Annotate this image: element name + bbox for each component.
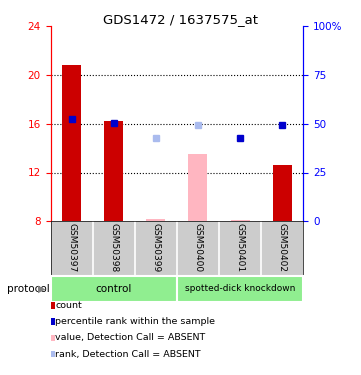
Bar bbox=[51, 276, 177, 302]
Text: ▶: ▶ bbox=[38, 284, 45, 294]
Text: percentile rank within the sample: percentile rank within the sample bbox=[56, 317, 216, 326]
Text: count: count bbox=[56, 301, 82, 310]
Text: GSM50398: GSM50398 bbox=[109, 223, 118, 272]
Bar bbox=[273, 165, 292, 221]
Bar bbox=[231, 220, 249, 221]
Bar bbox=[177, 276, 303, 302]
Text: GSM50397: GSM50397 bbox=[67, 223, 76, 272]
Bar bbox=[62, 65, 81, 221]
Text: GSM50401: GSM50401 bbox=[236, 223, 244, 272]
Text: protocol: protocol bbox=[7, 284, 50, 294]
Text: rank, Detection Call = ABSENT: rank, Detection Call = ABSENT bbox=[56, 350, 201, 358]
Text: GSM50399: GSM50399 bbox=[151, 223, 160, 272]
Text: control: control bbox=[96, 284, 132, 294]
Text: spotted-dick knockdown: spotted-dick knockdown bbox=[185, 284, 295, 293]
Text: GSM50402: GSM50402 bbox=[278, 223, 287, 272]
Text: value, Detection Call = ABSENT: value, Detection Call = ABSENT bbox=[56, 333, 206, 342]
Bar bbox=[146, 219, 165, 221]
Bar bbox=[188, 154, 208, 221]
Text: GDS1472 / 1637575_at: GDS1472 / 1637575_at bbox=[103, 13, 258, 26]
Text: GSM50400: GSM50400 bbox=[193, 223, 203, 272]
Bar bbox=[104, 122, 123, 221]
